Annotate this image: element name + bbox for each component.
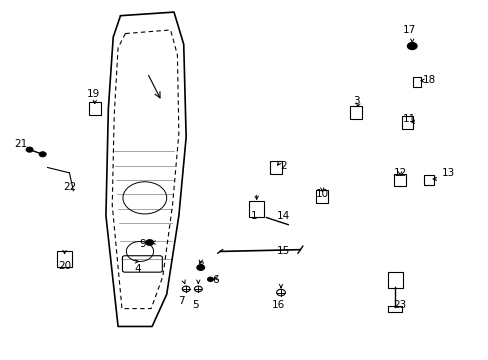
Text: 3: 3 <box>352 96 359 107</box>
Bar <box>393 174 405 186</box>
Circle shape <box>39 152 46 157</box>
Text: 11: 11 <box>403 114 416 124</box>
Text: 1: 1 <box>250 211 257 221</box>
Text: 16: 16 <box>271 300 285 310</box>
Text: 8: 8 <box>197 261 203 271</box>
Text: 22: 22 <box>62 182 76 192</box>
Text: 15: 15 <box>276 247 289 256</box>
Circle shape <box>197 265 204 270</box>
Text: 4: 4 <box>134 264 141 274</box>
Text: 7: 7 <box>178 296 184 306</box>
Text: 20: 20 <box>58 261 71 271</box>
Bar <box>57 251 72 267</box>
Text: 9: 9 <box>139 239 145 249</box>
Bar <box>387 306 401 312</box>
Bar <box>89 102 101 115</box>
Bar <box>316 190 327 203</box>
Text: 2: 2 <box>280 161 286 171</box>
Text: 19: 19 <box>87 89 100 99</box>
Circle shape <box>26 147 33 152</box>
Text: 23: 23 <box>393 300 406 310</box>
Bar <box>387 272 402 288</box>
Text: 5: 5 <box>192 300 199 310</box>
Text: 12: 12 <box>393 168 406 178</box>
Bar <box>424 175 433 185</box>
Bar <box>249 201 264 217</box>
Circle shape <box>207 277 213 282</box>
Bar <box>270 161 282 174</box>
Circle shape <box>145 240 153 246</box>
Text: 18: 18 <box>422 75 435 85</box>
Text: 6: 6 <box>212 275 218 285</box>
Bar <box>350 106 362 118</box>
Bar <box>412 77 421 87</box>
Text: 21: 21 <box>14 139 27 149</box>
Text: 10: 10 <box>315 189 328 199</box>
Bar <box>401 116 412 129</box>
Circle shape <box>407 42 416 50</box>
Text: 17: 17 <box>403 25 416 35</box>
Text: 14: 14 <box>276 211 289 221</box>
Text: 13: 13 <box>441 168 454 178</box>
